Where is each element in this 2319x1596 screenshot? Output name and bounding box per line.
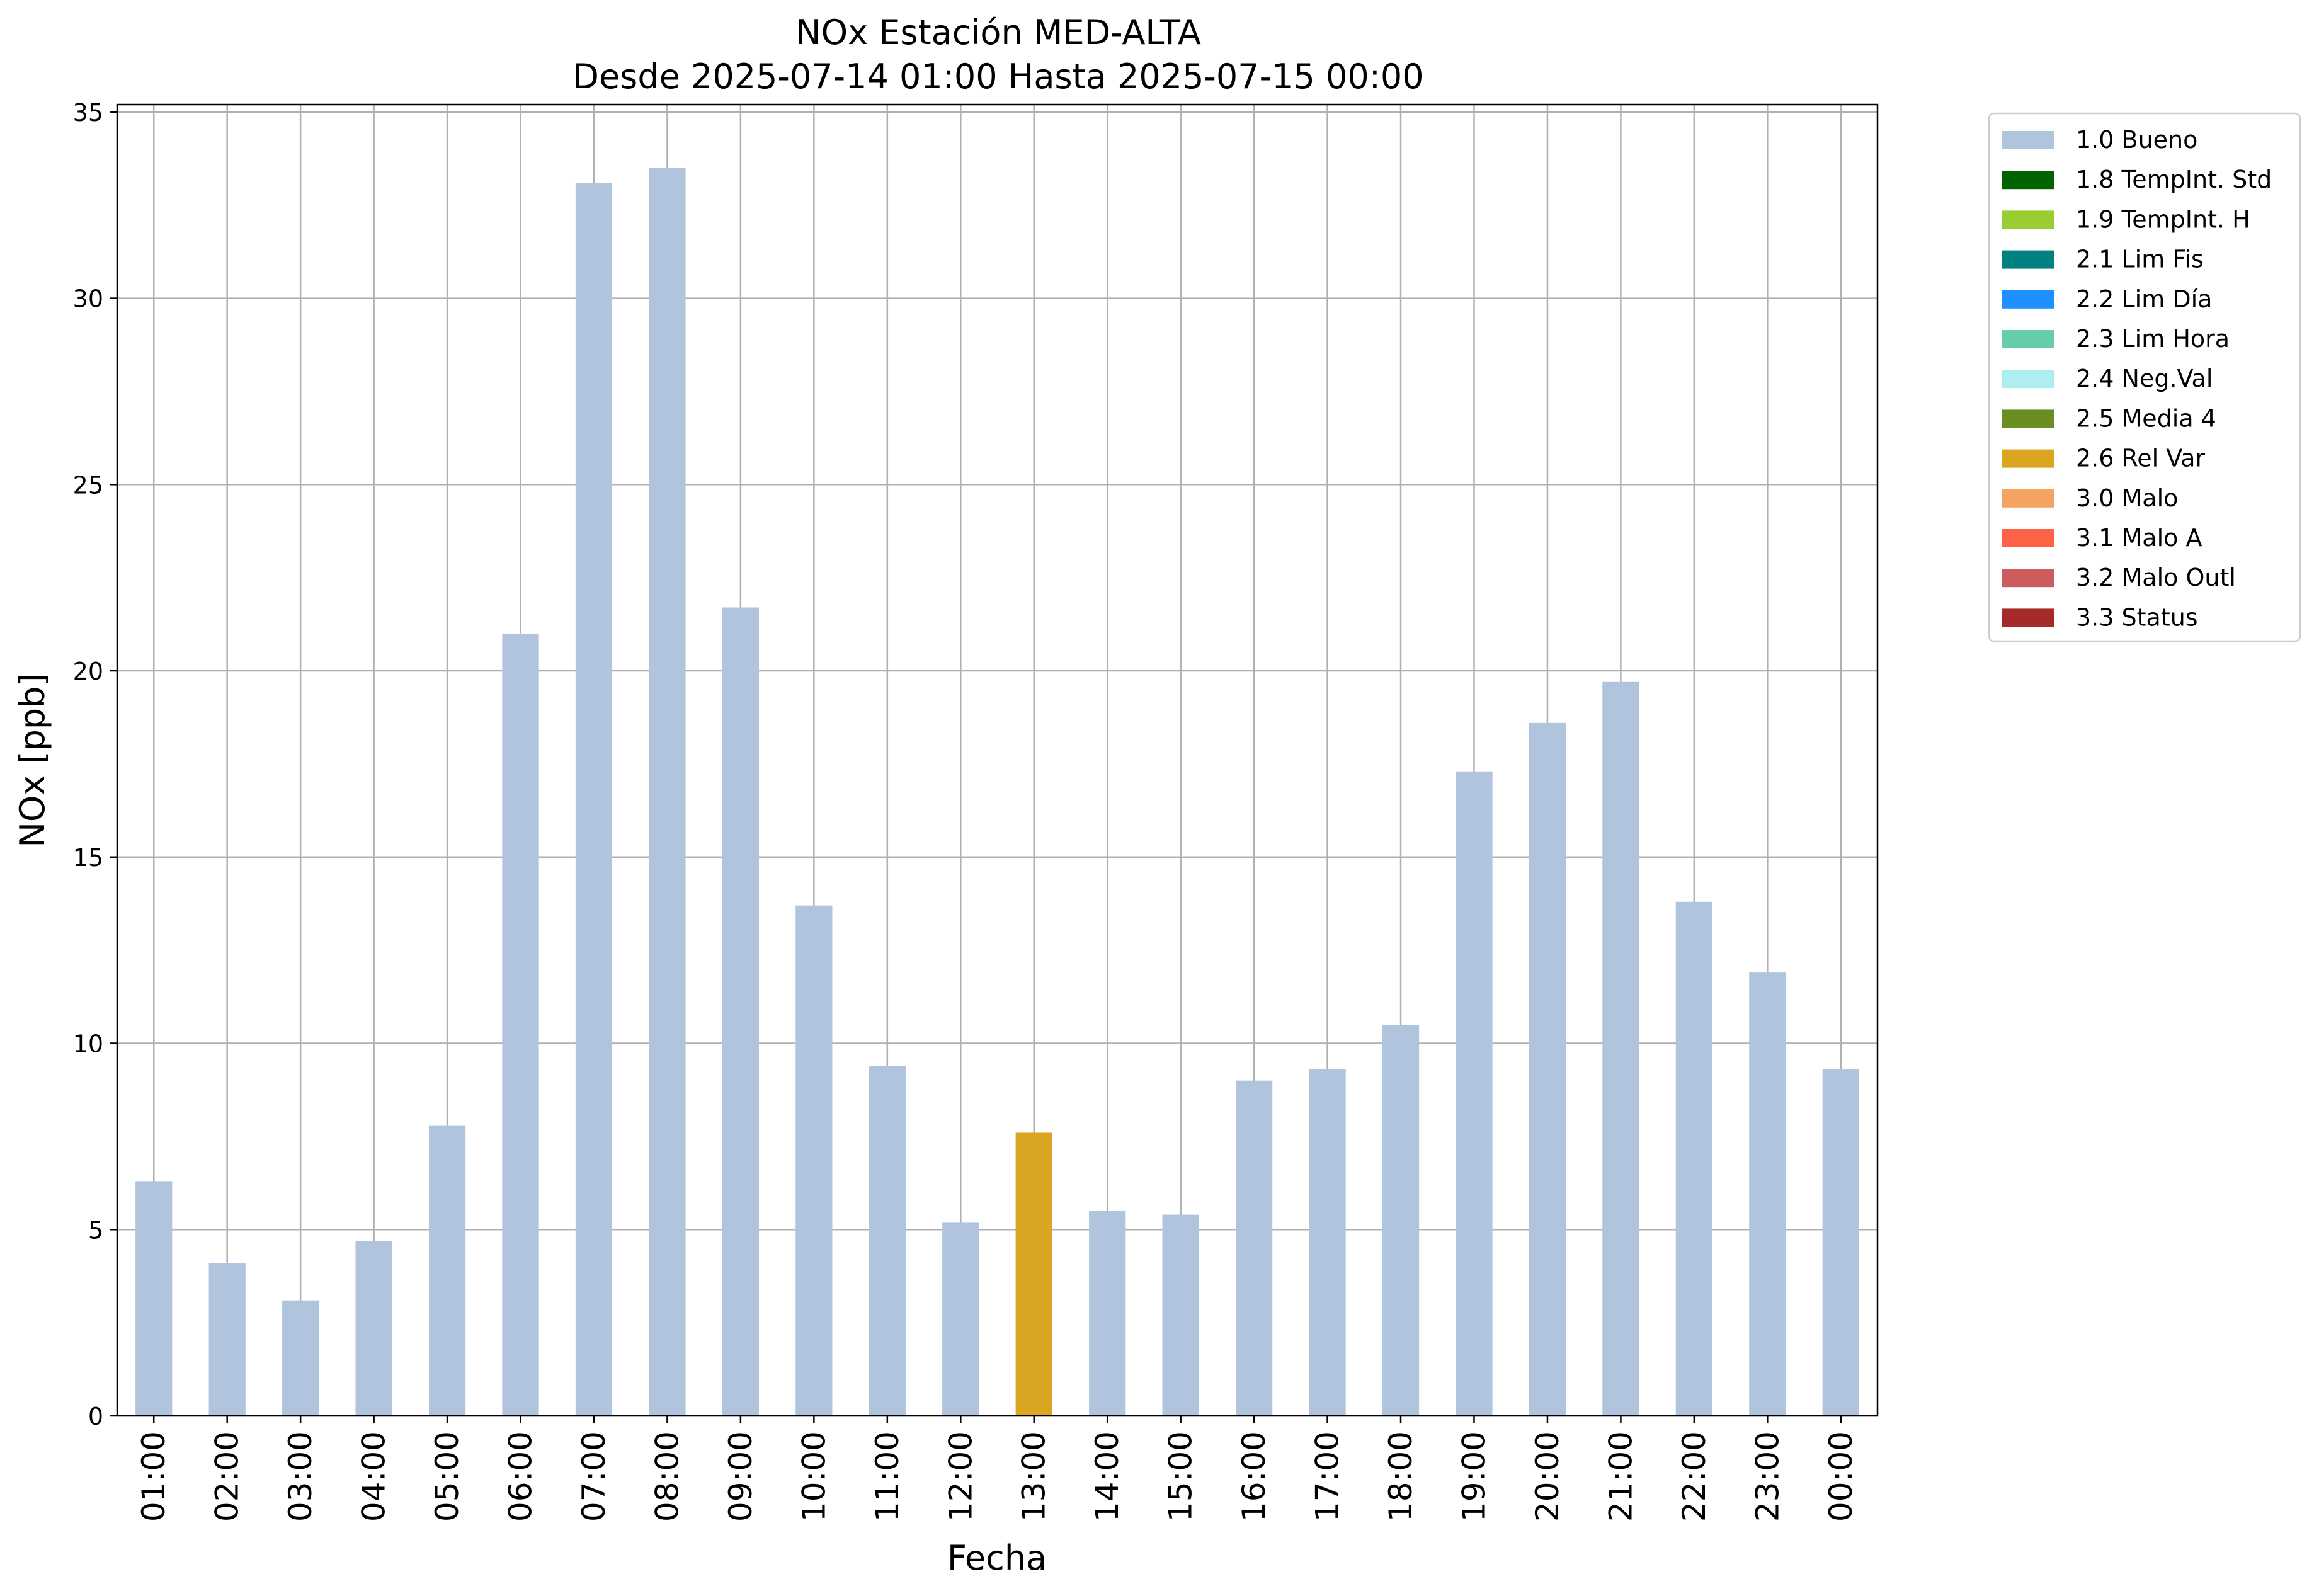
legend-swatch — [2002, 608, 2054, 627]
chart-subtitle: Desde 2025-07-14 01:00 Hasta 2025-07-15 … — [573, 57, 1423, 96]
x-tick-label: 08:00 — [649, 1431, 685, 1522]
legend-swatch — [2002, 370, 2054, 389]
x-tick-label: 12:00 — [942, 1431, 979, 1522]
bar-0800 — [649, 168, 686, 1416]
legend-frame — [1988, 112, 2301, 642]
chart-title: NOx Estación MED-ALTA — [795, 13, 1201, 52]
x-tick-label: 23:00 — [1749, 1431, 1786, 1522]
x-tick-label: 05:00 — [429, 1431, 465, 1522]
legend-label: 1.8 TempInt. Std — [2076, 166, 2272, 193]
legend-swatch — [2002, 290, 2054, 309]
legend-swatch — [2002, 330, 2054, 348]
legend-swatch — [2002, 529, 2054, 547]
bars — [135, 168, 1859, 1416]
bar-1000 — [795, 905, 833, 1416]
y-tick-label: 0 — [88, 1403, 103, 1430]
legend-swatch — [2002, 409, 2054, 428]
legend-swatch — [2002, 449, 2054, 468]
legend-swatch — [2002, 210, 2054, 229]
bar-1400 — [1089, 1211, 1126, 1416]
bar-0400 — [355, 1241, 392, 1416]
bar-1600 — [1235, 1080, 1273, 1416]
x-tick-label: 14:00 — [1089, 1431, 1125, 1522]
legend-swatch — [2002, 131, 2054, 149]
x-tick-label: 15:00 — [1163, 1431, 1199, 1522]
x-tick-label: 17:00 — [1309, 1431, 1346, 1522]
legend-label: 1.0 Bueno — [2076, 126, 2197, 154]
bar-2000 — [1529, 722, 1566, 1416]
y-tick-label: 5 — [88, 1216, 103, 1244]
y-axis-label: NOx [ppb] — [13, 673, 52, 848]
y-tick-label: 30 — [73, 285, 103, 313]
legend-swatch — [2002, 250, 2054, 269]
x-tick-label: 04:00 — [356, 1431, 392, 1522]
x-axis-ticks: 01:00 02:00 03:00 04:00 05:00 06:00 07:00 08:00… — [135, 1416, 1859, 1522]
bar-1100 — [869, 1066, 906, 1416]
x-tick-label: 16:00 — [1236, 1431, 1272, 1522]
bar-0100 — [135, 1181, 173, 1416]
legend-label: 3.3 Status — [2076, 603, 2198, 631]
legend-label: 3.2 Malo Outl — [2076, 564, 2236, 591]
legend-label: 2.2 Lim Día — [2076, 285, 2212, 313]
y-tick-label: 25 — [73, 471, 103, 499]
x-tick-label: 11:00 — [869, 1431, 906, 1522]
plot-frame — [116, 103, 1879, 1417]
bar-0300 — [282, 1300, 319, 1416]
legend-label: 2.6 Rel Var — [2076, 445, 2206, 472]
x-tick-label: 18:00 — [1382, 1431, 1419, 1522]
bar-0900 — [722, 607, 760, 1416]
legend-label: 3.1 Malo A — [2076, 524, 2202, 552]
x-tick-label: 03:00 — [282, 1431, 319, 1522]
bar-0000 — [1822, 1069, 1859, 1416]
y-tick-label: 20 — [73, 658, 103, 685]
legend-label: 3.0 Malo — [2076, 484, 2178, 512]
x-tick-label: 19:00 — [1456, 1431, 1492, 1522]
x-tick-label: 10:00 — [795, 1431, 832, 1522]
legend-label: 2.3 Lim Hora — [2076, 325, 2230, 353]
bar-1200 — [942, 1222, 979, 1416]
bar-0700 — [575, 183, 613, 1416]
bar-0200 — [208, 1263, 246, 1416]
bar-0600 — [502, 633, 539, 1416]
legend-label: 2.1 Lim Fis — [2076, 246, 2204, 273]
bar-1800 — [1382, 1024, 1420, 1416]
x-tick-label: 09:00 — [722, 1431, 759, 1522]
x-tick-label: 13:00 — [1016, 1431, 1052, 1522]
legend-swatch — [2002, 569, 2054, 588]
x-tick-label: 21:00 — [1602, 1431, 1639, 1522]
x-tick-label: 06:00 — [503, 1431, 539, 1522]
x-tick-label: 00:00 — [1823, 1431, 1859, 1522]
legend-label: 2.5 Media 4 — [2076, 404, 2216, 432]
bar-1700 — [1309, 1069, 1346, 1416]
x-tick-label: 02:00 — [209, 1431, 246, 1522]
bar-2200 — [1675, 901, 1712, 1416]
x-axis-label: Fecha — [947, 1538, 1047, 1578]
legend-swatch — [2002, 171, 2054, 190]
bar-1500 — [1162, 1214, 1199, 1416]
x-tick-label: 22:00 — [1676, 1431, 1712, 1522]
x-tick-label: 07:00 — [576, 1431, 612, 1522]
y-tick-label: 35 — [73, 99, 103, 127]
y-tick-label: 10 — [73, 1030, 103, 1058]
x-tick-label: 01:00 — [135, 1431, 172, 1522]
legend-swatch — [2002, 489, 2054, 508]
x-tick-label: 20:00 — [1529, 1431, 1566, 1522]
bar-1900 — [1456, 771, 1493, 1416]
bar-2100 — [1602, 681, 1639, 1416]
legend-label: 1.9 TempInt. H — [2076, 205, 2250, 233]
y-axis-ticks: 0 5 10 15 20 25 30 35 — [73, 99, 117, 1430]
legend: 1.0 Bueno 1.8 TempInt. Std 1.9 TempInt. H 2… — [1988, 112, 2301, 642]
legend-label: 2.4 Neg.Val — [2076, 365, 2213, 392]
bar-2300 — [1749, 972, 1786, 1416]
bar-0500 — [428, 1125, 466, 1416]
bar-1300 — [1015, 1132, 1052, 1416]
y-tick-label: 15 — [73, 844, 103, 872]
